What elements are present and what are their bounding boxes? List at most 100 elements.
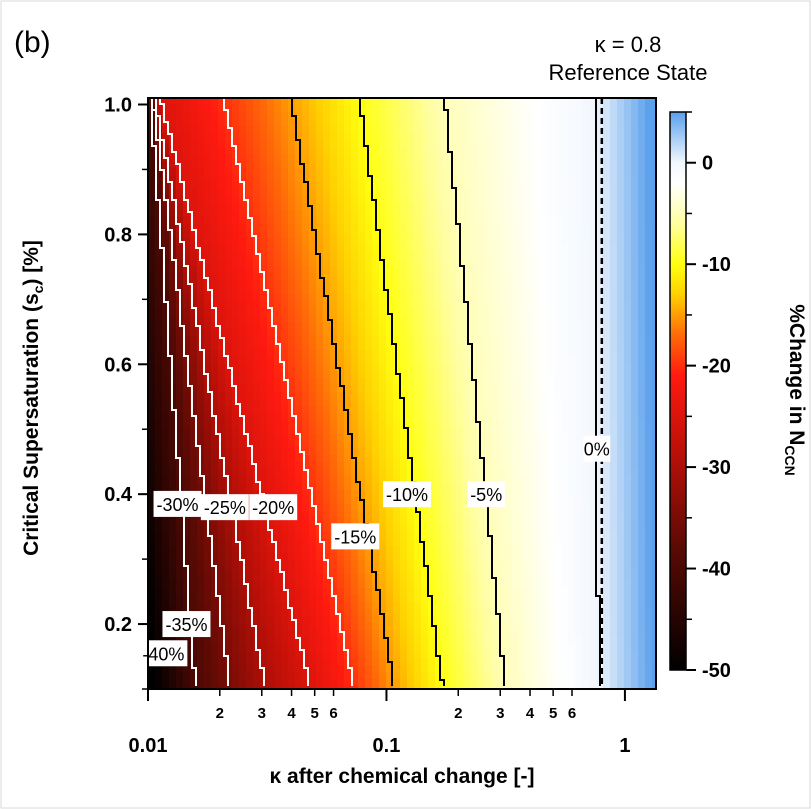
heatmap-cell <box>148 189 156 197</box>
heatmap-cell <box>456 210 464 218</box>
heatmap-cell <box>540 497 548 505</box>
heatmap-cell <box>337 168 345 176</box>
heatmap-cell <box>379 217 387 225</box>
heatmap-cell <box>344 336 352 344</box>
heatmap-cell <box>330 469 338 477</box>
heatmap-cell <box>148 308 156 316</box>
heatmap-cell <box>225 203 233 211</box>
heatmap-cell <box>337 196 345 204</box>
heatmap-cell <box>414 210 422 218</box>
heatmap-cell <box>239 105 247 113</box>
heatmap-cell <box>505 217 513 225</box>
heatmap-cell <box>624 399 632 407</box>
heatmap-cell <box>365 315 373 323</box>
heatmap-cell <box>169 574 177 582</box>
heatmap-cell <box>400 511 408 519</box>
heatmap-cell <box>204 259 212 267</box>
heatmap-cell <box>253 574 261 582</box>
heatmap-cell <box>302 378 310 386</box>
heatmap-cell <box>295 413 303 421</box>
heatmap-cell <box>197 196 205 204</box>
heatmap-cell <box>204 189 212 197</box>
heatmap-cell <box>652 161 656 169</box>
heatmap-cell <box>526 182 534 190</box>
heatmap-cell <box>610 196 618 204</box>
heatmap-cell <box>162 560 170 568</box>
heatmap-cell <box>225 154 233 162</box>
heatmap-cell <box>302 98 310 106</box>
heatmap-cell <box>484 546 492 554</box>
heatmap-cell <box>274 301 282 309</box>
heatmap-cell <box>288 189 296 197</box>
heatmap-cell <box>358 420 366 428</box>
heatmap-cell <box>512 168 520 176</box>
heatmap-cell <box>638 406 646 414</box>
heatmap-cell <box>519 98 527 106</box>
heatmap-cell <box>463 98 471 106</box>
heatmap-cell <box>652 273 656 281</box>
heatmap-cell <box>316 231 324 239</box>
heatmap-cell <box>183 539 191 547</box>
heatmap-cell <box>260 245 268 253</box>
heatmap-cell <box>204 224 212 232</box>
heatmap-cell <box>183 567 191 575</box>
heatmap-cell <box>603 511 611 519</box>
heatmap-cell <box>561 413 569 421</box>
heatmap-cell <box>148 371 156 379</box>
heatmap-cell <box>442 98 450 106</box>
heatmap-cell <box>568 161 576 169</box>
heatmap-cell <box>484 259 492 267</box>
heatmap-cell <box>414 455 422 463</box>
heatmap-cell <box>323 357 331 365</box>
heatmap-cell <box>295 189 303 197</box>
heatmap-cell <box>505 448 513 456</box>
heatmap-cell <box>148 553 156 561</box>
heatmap-cell <box>477 224 485 232</box>
heatmap-cell <box>239 182 247 190</box>
heatmap-cell <box>232 357 240 365</box>
heatmap-cell <box>638 280 646 288</box>
heatmap-cell <box>512 455 520 463</box>
heatmap-cell <box>288 161 296 169</box>
heatmap-cell <box>505 497 513 505</box>
heatmap-cell <box>379 189 387 197</box>
heatmap-cell <box>393 504 401 512</box>
panel-label: (b) <box>14 26 51 59</box>
heatmap-cell <box>470 567 478 575</box>
heatmap-cell <box>218 329 226 337</box>
heatmap-cell <box>365 301 373 309</box>
heatmap-cell <box>267 294 275 302</box>
heatmap-cell <box>463 364 471 372</box>
heatmap-cell <box>211 231 219 239</box>
heatmap-cell <box>155 119 163 127</box>
heatmap-cell <box>491 112 499 120</box>
heatmap-cell <box>449 301 457 309</box>
heatmap-cell <box>519 427 527 435</box>
heatmap-cell <box>393 539 401 547</box>
heatmap-cell <box>225 133 233 141</box>
heatmap-cell <box>253 273 261 281</box>
heatmap-cell <box>358 259 366 267</box>
heatmap-cell <box>631 119 639 127</box>
heatmap-cell <box>246 147 254 155</box>
heatmap-cell <box>470 217 478 225</box>
heatmap-cell <box>232 140 240 148</box>
heatmap-cell <box>652 560 656 568</box>
heatmap-cell <box>407 182 415 190</box>
heatmap-cell <box>260 259 268 267</box>
heatmap-cell <box>386 98 394 106</box>
heatmap-cell <box>582 119 590 127</box>
heatmap-cell <box>260 210 268 218</box>
heatmap-cell <box>547 238 555 246</box>
heatmap-cell <box>617 532 625 540</box>
heatmap-cell <box>162 553 170 561</box>
heatmap-cell <box>491 469 499 477</box>
heatmap-cell <box>638 168 646 176</box>
heatmap-cell <box>246 154 254 162</box>
heatmap-cell <box>183 245 191 253</box>
heatmap-cell <box>407 518 415 526</box>
heatmap-cell <box>162 483 170 491</box>
heatmap-cell <box>176 406 184 414</box>
heatmap-cell <box>519 280 527 288</box>
heatmap-cell <box>372 105 380 113</box>
